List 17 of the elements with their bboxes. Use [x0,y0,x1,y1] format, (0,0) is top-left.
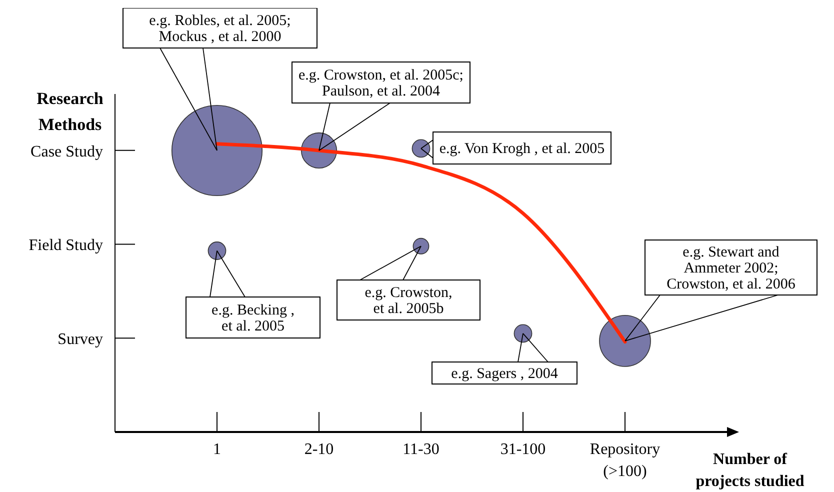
x-tick-label: 2-10 [304,441,334,458]
annotation: e.g. Crowston, et al. 2005c; Paulson, et al. 2004 [298,68,464,100]
category-label: Case Study [30,143,103,160]
annotation: e.g. Sagers , 2004 [451,366,558,382]
annotation: e.g. Stewart and Ammeter 2002; Crowston, et al. 2006 [666,244,796,292]
category-label: Survey [58,331,103,348]
x-axis-title: Number of projects studied [696,451,804,490]
x-tick-label: 1 [213,441,221,458]
x-tick-label: 31-100 [500,441,546,458]
annotation: e.g. Becking , et al. 2005 [212,302,294,334]
y-axis-title: Research Methods [36,89,104,134]
category-label: Field Study [28,237,103,254]
annotation: e.g. Crowston, et al. 2005b [364,285,452,317]
x-tick-label: 11-30 [402,441,440,458]
x-tick-label: Repository (>100) [590,441,660,480]
annotation: e.g. Von Krogh , et al. 2005 [439,141,605,157]
annotation: e.g. Robles, et al. 2005; Mockus , et al. 2000 [149,13,291,45]
